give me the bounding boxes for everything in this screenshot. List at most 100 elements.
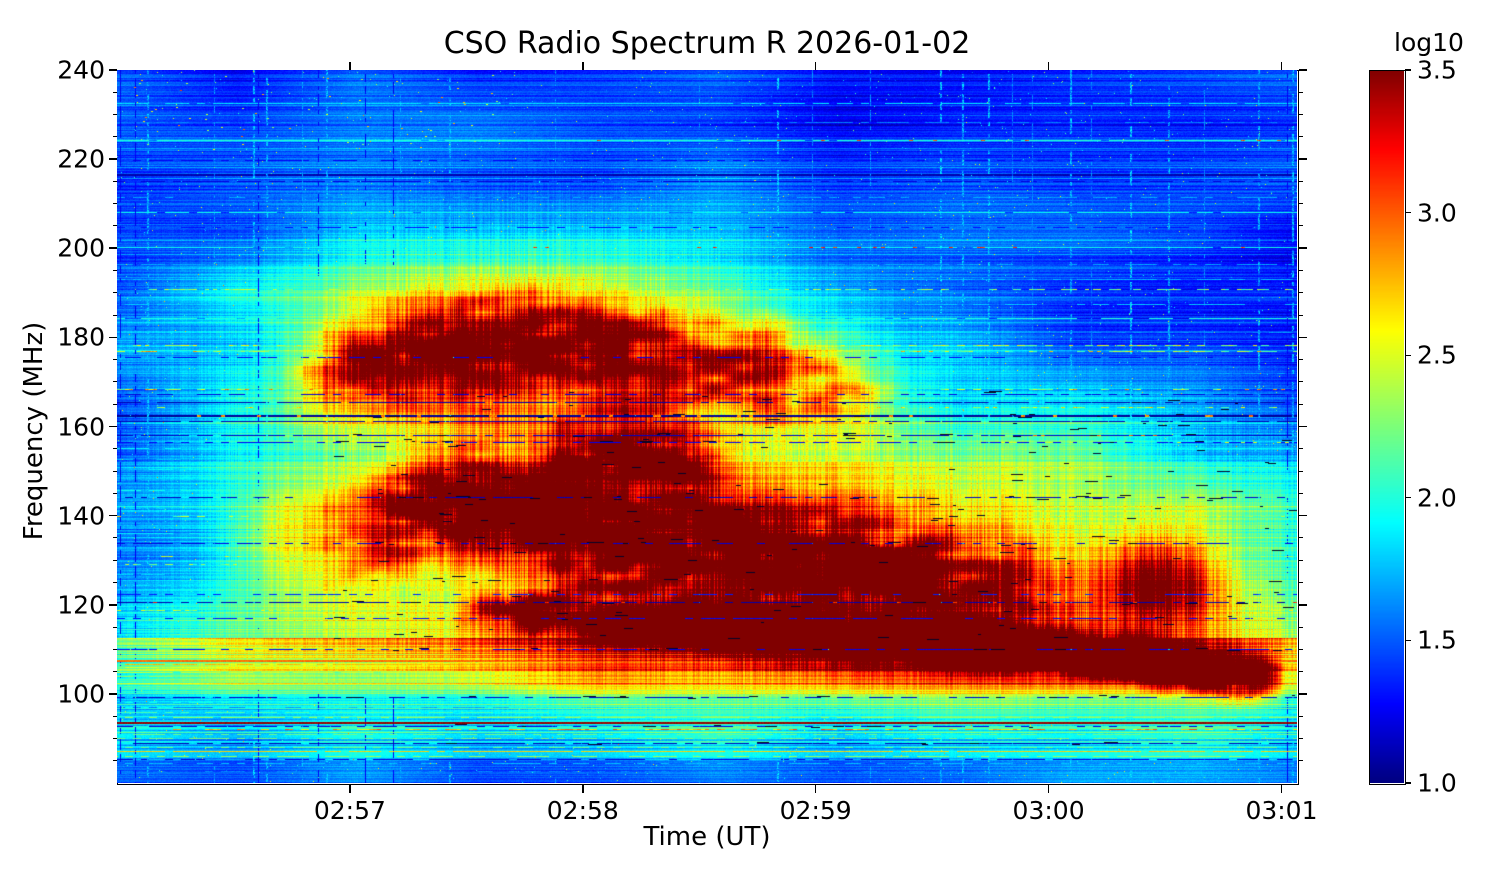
chart-title: CSO Radio Spectrum R 2026-01-02 [443, 26, 971, 61]
y-tick-mark [109, 158, 117, 160]
y-minor-tick-right [1298, 581, 1304, 583]
y-tick-label: 120 [57, 590, 105, 620]
y-tick-mark-right [1298, 158, 1307, 160]
y-tick-label: 200 [57, 233, 105, 263]
y-minor-tick [112, 470, 117, 472]
colorbar-tick-label: 3.5 [1417, 55, 1457, 85]
y-minor-tick [112, 648, 117, 650]
x-tick-mark-top [1047, 62, 1050, 70]
y-minor-tick-right [1298, 403, 1304, 405]
y-minor-tick-right [1298, 292, 1304, 294]
colorbar-tick-label: 2.5 [1417, 340, 1457, 370]
y-minor-tick-right [1298, 91, 1304, 93]
y-tick-label: 180 [57, 322, 105, 352]
y-minor-tick [112, 537, 117, 539]
y-minor-tick-right [1298, 559, 1304, 561]
colorbar-tick-mark [1405, 782, 1412, 784]
colorbar-frame [1369, 70, 1406, 785]
x-tick-mark-top [814, 62, 817, 70]
x-tick-mark-top [581, 62, 584, 70]
colorbar-tick-label: 2.0 [1417, 483, 1457, 513]
y-minor-tick-right [1298, 737, 1304, 739]
y-minor-tick-right [1298, 492, 1304, 494]
spectrogram-canvas [117, 70, 1297, 783]
y-tick-mark-right [1298, 425, 1307, 428]
x-tick-mark [814, 784, 817, 793]
y-minor-tick [112, 270, 117, 272]
y-tick-mark-right [1298, 603, 1307, 606]
y-axis-label: Frequency (MHz) [19, 321, 49, 541]
y-tick-mark [109, 693, 117, 695]
x-tick-mark [1280, 784, 1283, 793]
y-minor-tick [112, 225, 117, 227]
x-tick-label: 03:00 [1012, 796, 1085, 825]
y-tick-label: 140 [57, 501, 105, 531]
y-minor-tick [112, 626, 117, 628]
colorbar-tick-label: 1.0 [1417, 768, 1457, 798]
y-tick-mark [109, 69, 117, 71]
y-minor-tick [112, 581, 117, 583]
y-minor-tick [112, 492, 117, 494]
x-tick-mark [581, 784, 584, 793]
y-minor-tick-right [1298, 314, 1304, 316]
y-minor-tick-right [1298, 203, 1304, 205]
y-minor-tick [112, 136, 117, 138]
y-minor-tick [112, 114, 117, 116]
y-minor-tick-right [1298, 671, 1304, 673]
y-minor-tick-right [1298, 537, 1304, 539]
y-tick-mark-right [1298, 514, 1307, 517]
y-tick-mark [109, 603, 117, 606]
x-tick-mark-top [349, 62, 351, 70]
colorbar-tick-mark [1405, 354, 1412, 356]
y-tick-mark-right [1298, 69, 1307, 71]
y-tick-mark [109, 425, 117, 428]
colorbar-tick-label: 1.5 [1417, 625, 1457, 655]
x-tick-label: 03:01 [1245, 796, 1318, 825]
colorbar-canvas [1369, 70, 1404, 783]
x-tick-mark [1047, 784, 1050, 793]
y-tick-label: 220 [57, 144, 105, 174]
y-minor-tick [112, 91, 117, 93]
x-axis-label: Time (UT) [643, 822, 771, 852]
y-minor-tick [112, 359, 117, 361]
y-tick-mark [109, 336, 117, 339]
y-tick-mark [109, 514, 117, 517]
y-tick-label: 240 [57, 55, 105, 85]
y-minor-tick [112, 203, 117, 205]
y-minor-tick-right [1298, 715, 1304, 717]
y-minor-tick [112, 180, 117, 182]
y-minor-tick-right [1298, 359, 1304, 361]
y-minor-tick-right [1298, 225, 1304, 227]
y-minor-tick [112, 760, 117, 762]
x-tick-label: 02:57 [313, 796, 386, 825]
y-minor-tick [112, 559, 117, 561]
y-minor-tick-right [1298, 626, 1304, 628]
y-minor-tick [112, 292, 117, 294]
y-tick-mark [109, 247, 117, 250]
y-minor-tick [112, 314, 117, 316]
y-minor-tick-right [1298, 381, 1304, 383]
x-tick-label: 02:58 [546, 796, 619, 825]
colorbar-label: log10 [1394, 28, 1464, 57]
colorbar-tick-mark [1405, 497, 1412, 499]
y-minor-tick-right [1298, 114, 1304, 116]
y-minor-tick-right [1298, 180, 1304, 182]
y-minor-tick-right [1298, 448, 1304, 450]
x-tick-mark-top [1280, 62, 1283, 70]
y-tick-label: 160 [57, 412, 105, 441]
y-minor-tick [112, 737, 117, 739]
y-minor-tick-right [1298, 648, 1304, 650]
y-minor-tick [112, 403, 117, 405]
colorbar-tick-label: 3.0 [1417, 198, 1457, 228]
y-minor-tick-right [1298, 470, 1304, 472]
y-minor-tick [112, 671, 117, 673]
x-tick-mark [349, 784, 351, 793]
y-tick-mark-right [1298, 336, 1307, 339]
y-minor-tick-right [1298, 136, 1304, 138]
y-minor-tick-right [1298, 270, 1304, 272]
y-minor-tick [112, 448, 117, 450]
colorbar-tick-mark [1405, 211, 1412, 214]
colorbar-tick-mark [1405, 639, 1412, 642]
y-tick-mark-right [1298, 247, 1307, 250]
